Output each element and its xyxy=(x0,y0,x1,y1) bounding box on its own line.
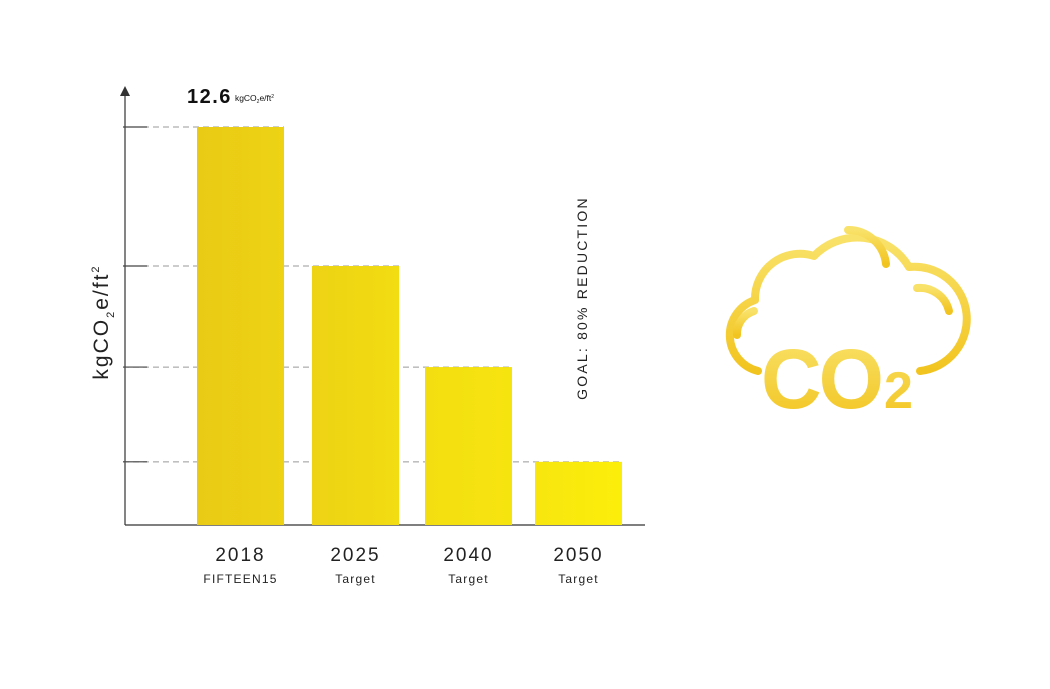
co2-icon-text-main: CO xyxy=(761,332,881,426)
y-axis-arrow xyxy=(120,86,130,96)
top-value-unit-sub: 2 xyxy=(257,99,260,105)
x-tick-label-2025: 2025 xyxy=(330,545,380,566)
x-sublabel-2050: Target xyxy=(558,572,599,586)
y-axis-title: kgCO2e/ft2 xyxy=(90,264,117,379)
bar-2040 xyxy=(425,367,512,525)
bars xyxy=(197,127,622,525)
x-sublabel-2040: Target xyxy=(448,572,489,586)
bar-2025 xyxy=(312,265,399,525)
x-tick-label-2040: 2040 xyxy=(443,545,493,566)
bar-2018 xyxy=(197,127,284,525)
bar-2050 xyxy=(535,461,622,525)
x-axis-labels: 2018 FIFTEEN15 2025 Target 2040 Target 2050 Tar… xyxy=(203,545,603,586)
top-value-number: 12.6 xyxy=(187,86,232,108)
x-sublabel-2018: FIFTEEN15 xyxy=(203,572,277,586)
top-value-unit-base: kgCO xyxy=(235,93,257,103)
cloud-inner-arc-left xyxy=(733,307,758,339)
top-value-unit-sup: 2 xyxy=(271,94,274,100)
y-axis-title-rest: e/ft xyxy=(90,273,113,310)
x-tick-label-2018: 2018 xyxy=(215,545,265,566)
top-value-unit-rest: e/ft xyxy=(259,93,271,103)
top-value-label: 12.6 kgCO2e/ft2 xyxy=(187,86,274,108)
co2-icon-text-sub: 2 xyxy=(884,362,911,420)
cloud-outline xyxy=(725,233,971,375)
y-axis-title-sup: 2 xyxy=(90,264,102,272)
x-tick-label-2050: 2050 xyxy=(553,545,603,566)
cloud-inner-arc-right xyxy=(913,283,953,315)
goal-annotation: GOAL: 80% REDUCTION xyxy=(574,196,590,400)
cloud-inner-arc-top xyxy=(844,225,890,268)
co2-icon-text: CO2 xyxy=(761,332,911,426)
x-sublabel-2025: Target xyxy=(335,572,376,586)
y-axis-title-base: kgCO xyxy=(90,318,113,380)
co2-cloud-icon: CO2 xyxy=(725,225,971,426)
y-axis-title-sub: 2 xyxy=(105,310,117,318)
